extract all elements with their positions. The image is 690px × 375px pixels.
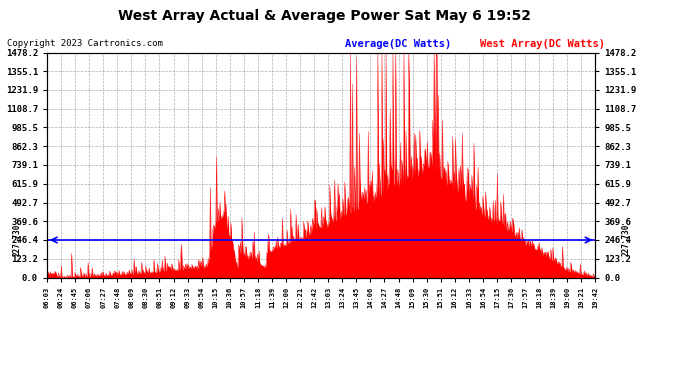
- Text: 227.730: 227.730: [12, 224, 21, 256]
- Text: West Array Actual & Average Power Sat May 6 19:52: West Array Actual & Average Power Sat Ma…: [118, 9, 531, 23]
- Text: 227.730: 227.730: [621, 224, 630, 256]
- Text: West Array(DC Watts): West Array(DC Watts): [480, 39, 604, 50]
- Text: Copyright 2023 Cartronics.com: Copyright 2023 Cartronics.com: [7, 39, 163, 48]
- Text: Average(DC Watts): Average(DC Watts): [345, 39, 451, 50]
